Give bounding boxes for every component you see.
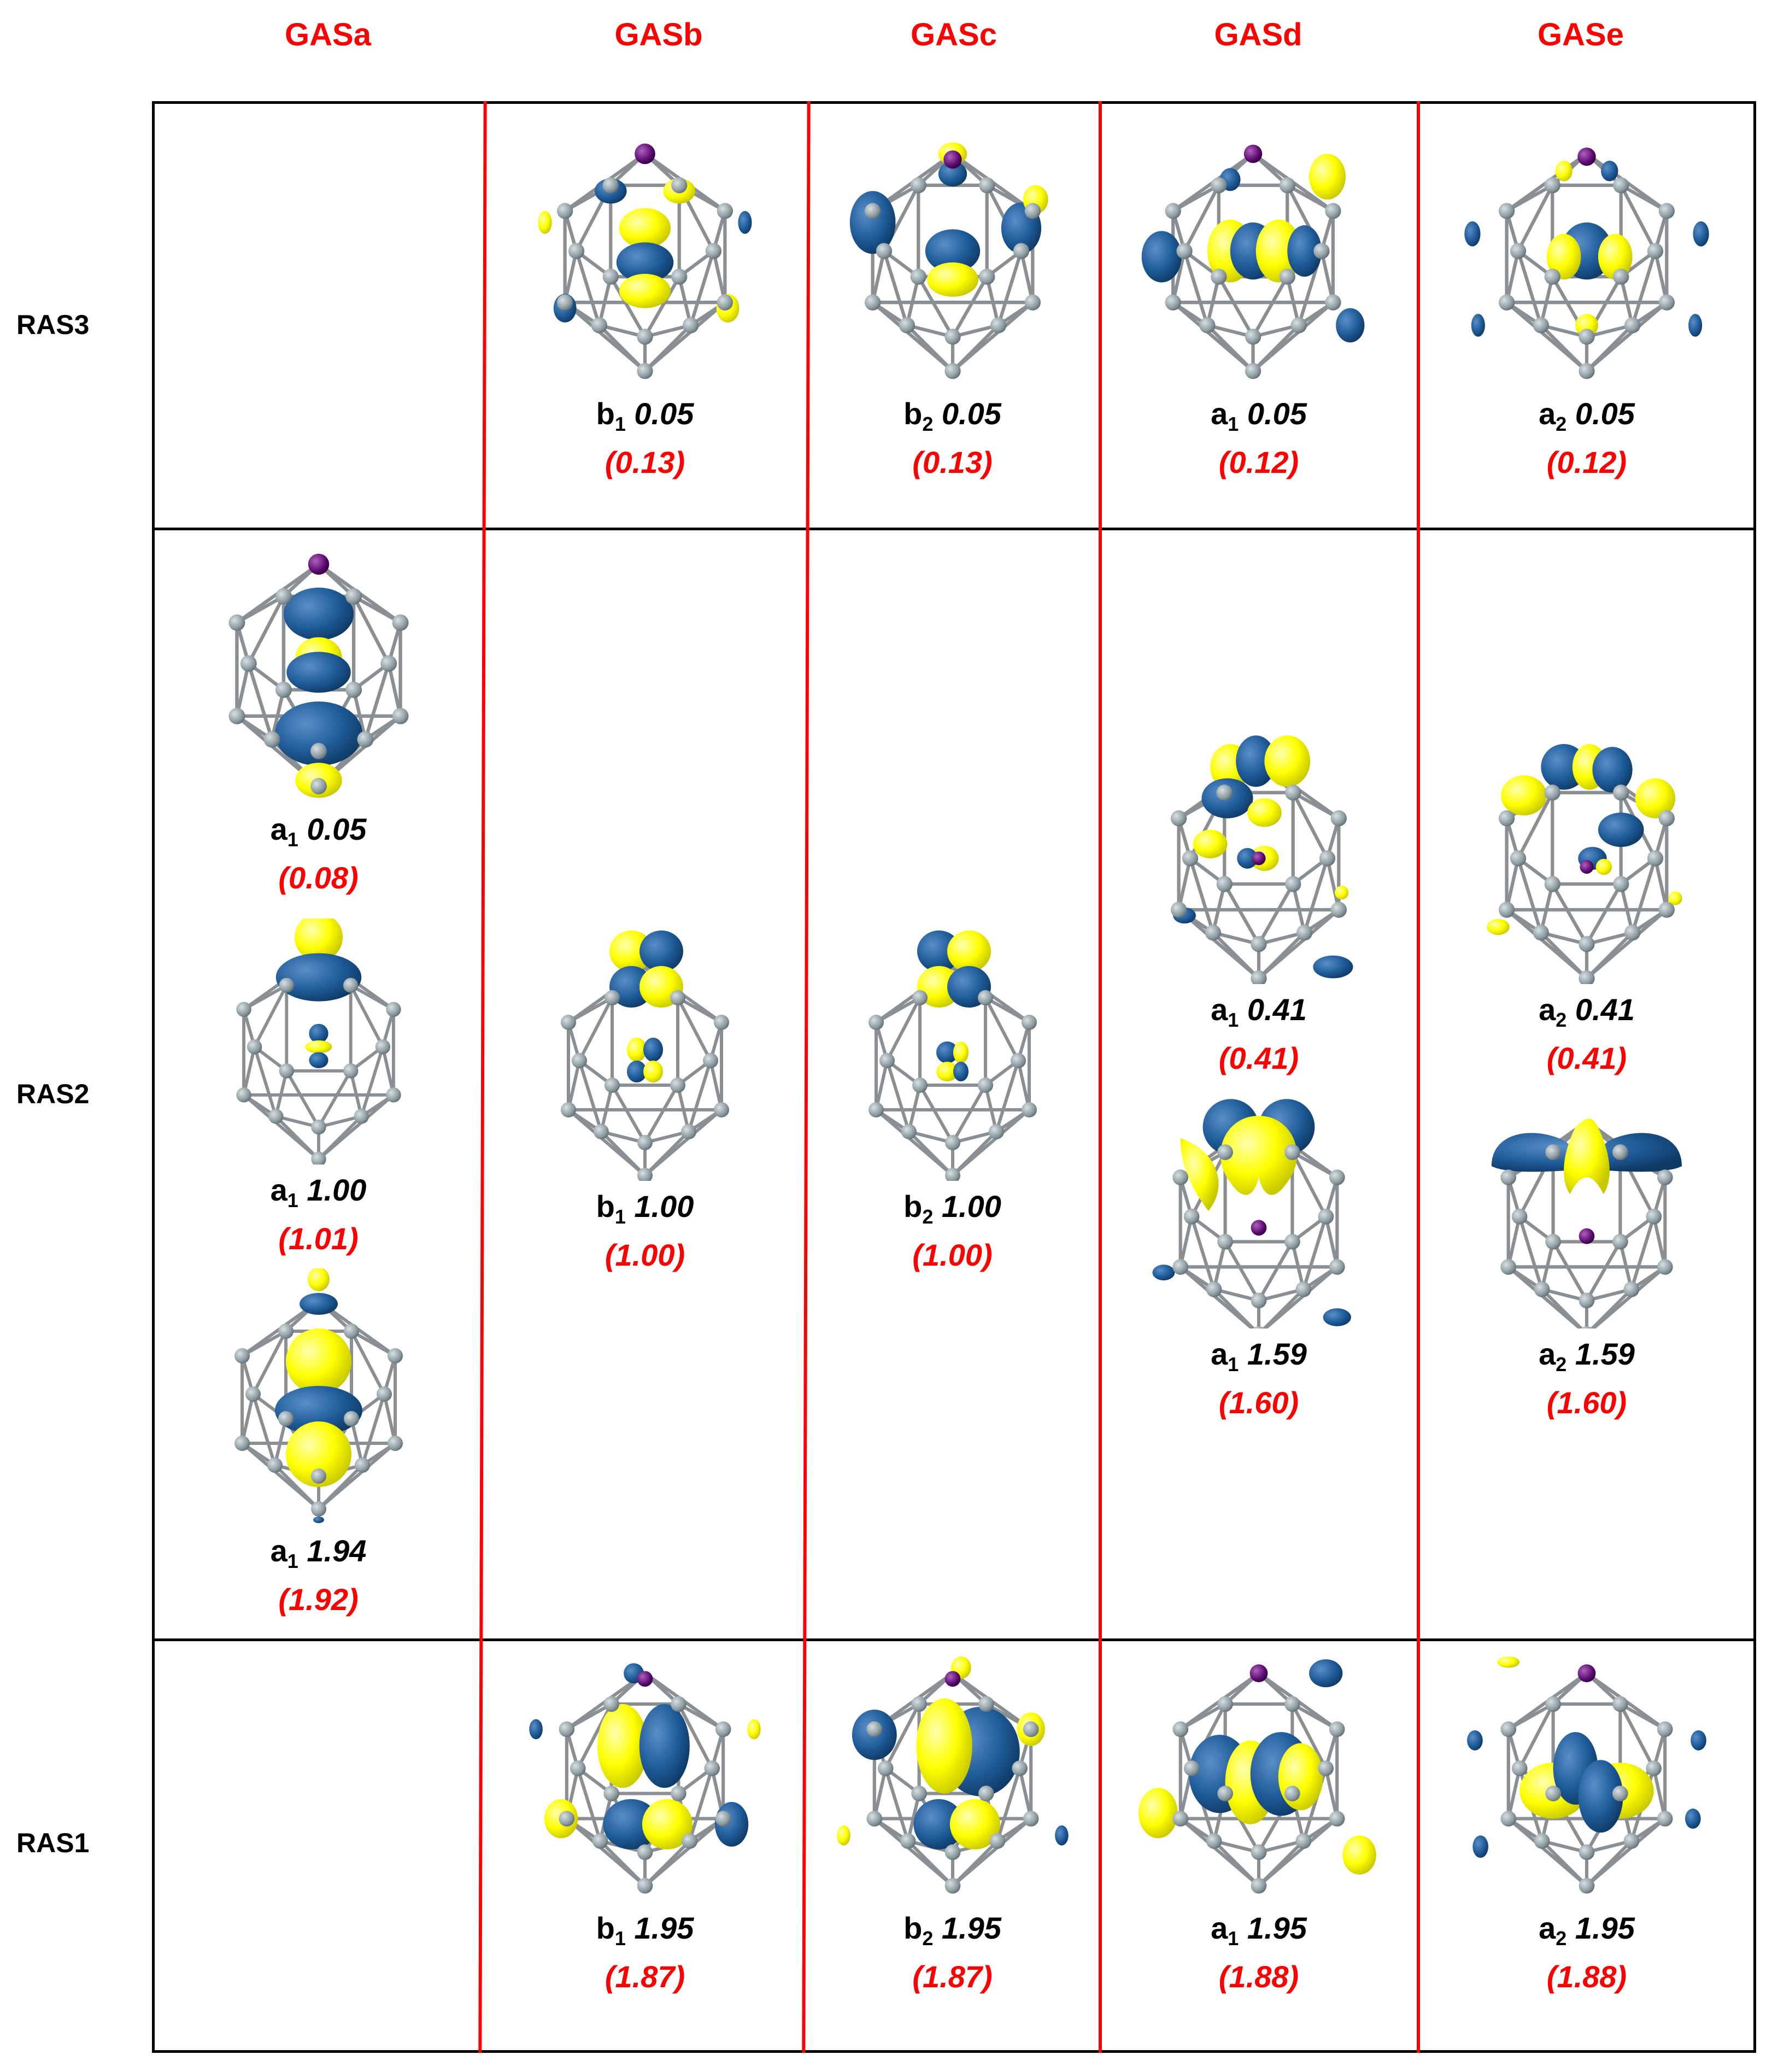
orbital-label: a1 0.41 [1211, 992, 1307, 1032]
orbital-occupation-alt: (1.87) [605, 1959, 685, 1994]
orbital-isosurface-image [1171, 735, 1353, 984]
orbital-isosurface-image [538, 143, 752, 379]
orbital-cell-ras3-gasb: b1 0.05 (0.13) [489, 137, 801, 482]
orbital-isosurface-image [1139, 1659, 1376, 1894]
orbital-label: b2 0.05 [903, 396, 1001, 436]
orbital-occupation-alt: (1.01) [278, 1221, 359, 1256]
orbital-cell-ras2-gasa-1: a1 0.05 (0.08) [159, 547, 478, 897]
orbital-occupation-alt: (0.13) [605, 445, 685, 480]
column-header-gasa: GASa [285, 17, 371, 52]
orbital-isosurface-image [228, 553, 408, 798]
orbital-isosurface-image [836, 1657, 1069, 1894]
orbital-cell-ras2-gasa-2: a1 1.00 (1.01) [159, 918, 478, 1258]
orbital-isosurface-image [1467, 1657, 1706, 1894]
orbital-cell-ras3-gase: a2 0.05 (0.12) [1420, 137, 1753, 482]
orbital-isosurface-image [1464, 147, 1709, 379]
orbital-cell-ras1-gase: a2 1.95 (1.88) [1420, 1657, 1753, 1996]
orbital-label: b1 1.95 [596, 1911, 694, 1950]
orbital-label: b1 0.05 [596, 396, 694, 436]
column-header-gasb: GASb [614, 17, 703, 52]
orbital-occupation-alt: (1.87) [912, 1959, 993, 1994]
orbital-isosurface-image [529, 1663, 761, 1894]
orbital-isosurface-image [1491, 1119, 1682, 1328]
orbital-occupation-alt: (1.60) [1218, 1385, 1299, 1420]
orbital-occupation-alt: (1.60) [1546, 1385, 1627, 1420]
orbital-label: a1 1.94 [270, 1533, 367, 1573]
row-divider [152, 1638, 1756, 1641]
orbital-label: a1 1.00 [270, 1173, 367, 1212]
orbital-isosurface-image [849, 142, 1048, 379]
orbital-occupation-alt: (0.41) [1546, 1041, 1627, 1076]
orbital-isosurface-image [1152, 1099, 1351, 1328]
orbital-cell-ras2-gase-2: a2 1.59 (1.60) [1420, 1093, 1753, 1422]
orbital-isosurface-image [561, 930, 729, 1181]
orbital-occupation-alt: (0.13) [912, 445, 993, 480]
orbital-cell-ras2-gase-1: a2 0.41 (0.41) [1420, 733, 1753, 1078]
row-header-ras3: RAS3 [16, 309, 90, 340]
orbital-cell-ras2-gasb: b1 1.00 (1.00) [489, 929, 801, 1274]
orbital-cell-ras2-gasd-1: a1 0.41 (0.41) [1103, 733, 1415, 1078]
orbital-cell-ras1-gasb: b1 1.95 (1.87) [489, 1657, 801, 1996]
orbital-label: a2 0.05 [1539, 396, 1635, 436]
row-divider [152, 528, 1756, 530]
orbital-label: b2 1.95 [903, 1911, 1001, 1950]
row-header-ras1: RAS1 [16, 1828, 90, 1858]
orbital-cell-ras2-gasa-3: a1 1.94 (1.92) [159, 1268, 478, 1619]
orbital-occupation-alt: (1.92) [278, 1582, 359, 1617]
orbital-label: a1 1.95 [1211, 1911, 1307, 1950]
orbital-label: b1 1.00 [596, 1189, 694, 1228]
orbital-occupation-alt: (1.88) [1218, 1959, 1299, 1994]
orbital-label: a1 0.05 [270, 812, 367, 851]
column-divider [1417, 101, 1420, 2053]
orbital-label: a1 0.05 [1211, 396, 1307, 436]
table-frame [152, 101, 1756, 2053]
orbital-label: b2 1.00 [903, 1189, 1001, 1228]
orbital-occupation-alt: (1.88) [1546, 1959, 1627, 1994]
column-header-gase: GASe [1538, 17, 1624, 52]
row-header-ras2: RAS2 [16, 1079, 90, 1109]
orbital-label: a2 0.41 [1539, 992, 1635, 1032]
column-header-gasd: GASd [1214, 17, 1302, 52]
column-divider [1099, 101, 1102, 2053]
column-header-gasc: GASc [911, 17, 997, 52]
orbital-occupation-alt: (1.00) [912, 1238, 993, 1273]
orbital-cell-ras1-gasd: a1 1.95 (1.88) [1103, 1657, 1415, 1996]
orbital-cell-ras2-gasd-2: a1 1.59 (1.60) [1103, 1093, 1415, 1422]
orbital-isosurface-image [234, 1268, 403, 1523]
orbital-cell-ras2-gasc: b2 1.00 (1.00) [806, 929, 1099, 1274]
orbital-occupation-alt: (0.08) [278, 861, 359, 895]
orbital-occupation-alt: (0.12) [1546, 445, 1627, 480]
orbital-label: a1 1.59 [1211, 1337, 1307, 1376]
orbital-cell-ras3-gasd: a1 0.05 (0.12) [1103, 137, 1415, 482]
orbital-label: a2 1.59 [1539, 1337, 1635, 1376]
orbital-cell-ras1-gasc: b2 1.95 (1.87) [806, 1657, 1099, 1996]
orbital-isosurface-image [868, 930, 1037, 1181]
orbital-isosurface-image [1141, 144, 1365, 379]
orbital-occupation-alt: (0.41) [1218, 1041, 1299, 1076]
orbital-cell-ras3-gasc: b2 0.05 (0.13) [806, 137, 1099, 482]
orbital-occupation-alt: (1.00) [605, 1238, 685, 1273]
orbital-occupation-alt: (0.12) [1218, 445, 1299, 480]
orbital-isosurface-image [236, 918, 401, 1164]
orbital-label: a2 1.95 [1539, 1911, 1635, 1950]
orbital-isosurface-image [1487, 744, 1682, 984]
